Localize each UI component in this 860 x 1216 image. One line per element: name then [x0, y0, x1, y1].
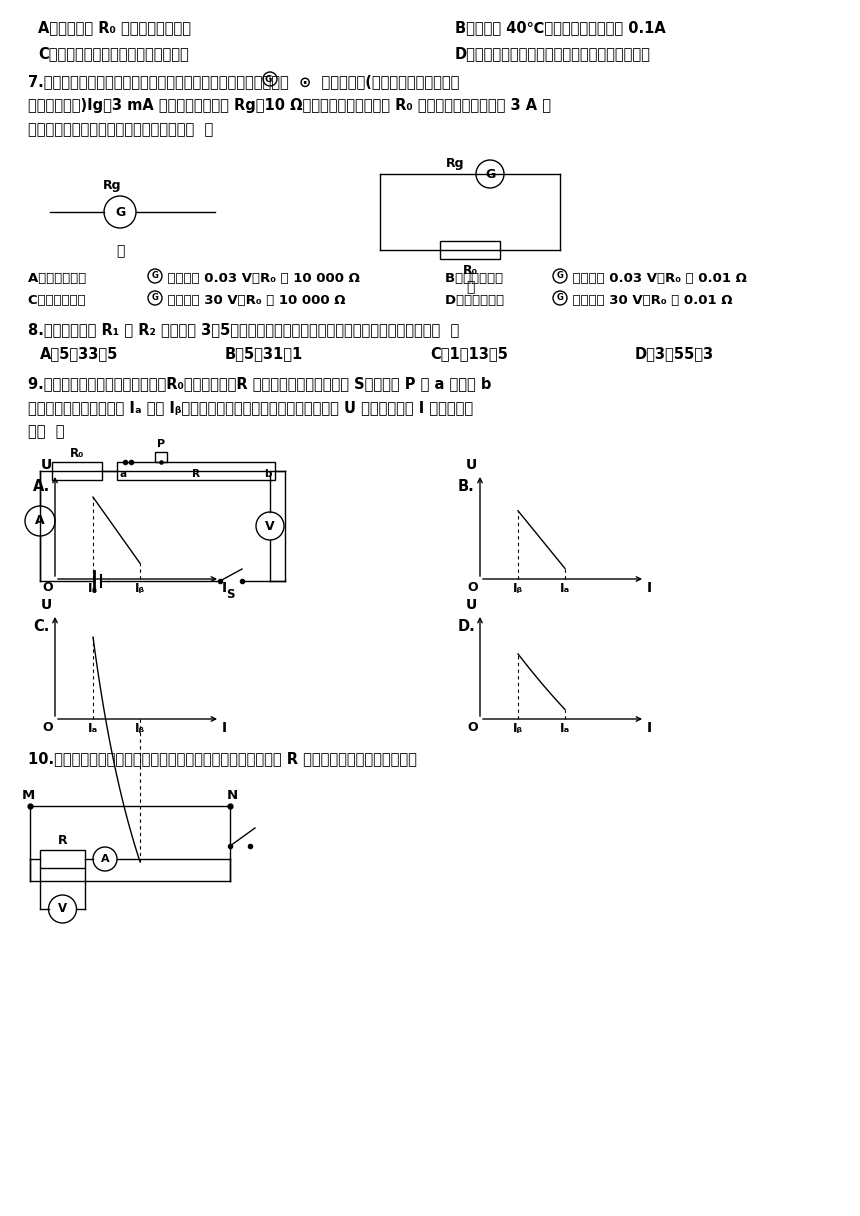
Text: Iₐ: Iₐ	[88, 582, 98, 595]
Text: 电流表，如图乙所示，下列判断正确的是（  ）: 电流表，如图乙所示，下列判断正确的是（ ）	[28, 122, 213, 137]
Text: a: a	[120, 469, 127, 479]
Bar	[117, 462, 275, 480]
Text: A: A	[35, 514, 45, 528]
Text: C．温度升高时，电压表的示数会变小: C．温度升高时，电压表的示数会变小	[38, 46, 188, 61]
Text: I: I	[222, 581, 227, 595]
Text: P: P	[157, 439, 165, 449]
Text: S: S	[225, 589, 234, 601]
Text: G: G	[115, 206, 125, 219]
Text: V: V	[265, 519, 275, 533]
Text: A: A	[101, 854, 109, 865]
Text: b: b	[265, 469, 272, 479]
Text: C．达到满偏时: C．达到满偏时	[28, 294, 90, 306]
Text: B．5：31：1: B．5：31：1	[225, 347, 304, 361]
Bar	[52, 462, 102, 480]
Text: A．图甲中的 R₀ 有保护电路的作用: A．图甲中的 R₀ 有保护电路的作用	[38, 19, 191, 35]
Text: O: O	[42, 581, 53, 593]
Text: 乙: 乙	[466, 280, 474, 294]
Text: Iᵦ: Iᵦ	[513, 722, 523, 734]
Text: O: O	[42, 721, 53, 734]
Text: D．3：55：3: D．3：55：3	[635, 347, 714, 361]
Text: 两端电压 30 V，R₀ 约 0.01 Ω: 两端电压 30 V，R₀ 约 0.01 Ω	[568, 294, 733, 306]
Text: 9.如图所示电路，电源电压不变。R₀为定值电阻，R 为滑动变阻器。闭合开关 S，当滑片 P 从 a 点滑到 b: 9.如图所示电路，电源电压不变。R₀为定值电阻，R 为滑动变阻器。闭合开关 S，…	[28, 376, 491, 392]
Text: G: G	[151, 293, 158, 303]
Text: 甲: 甲	[116, 244, 124, 258]
Text: Rg: Rg	[445, 157, 464, 170]
Text: O: O	[467, 581, 478, 593]
Text: C．1：13：5: C．1：13：5	[430, 347, 508, 361]
Text: 过的最大电流)Ig＝3 mA 的电流表，其电阻 Rg＝10 Ω，现借助一个定值电阻 R₀ 把它改装为一个量程为 3 A 的: 过的最大电流)Ig＝3 mA 的电流表，其电阻 Rg＝10 Ω，现借助一个定值电…	[28, 98, 551, 113]
Text: Iᵦ: Iᵦ	[135, 722, 145, 734]
Text: A．5：33：5: A．5：33：5	[40, 347, 119, 361]
Text: G: G	[151, 271, 158, 281]
Text: Iᵦ: Iᵦ	[135, 582, 145, 595]
Text: G: G	[556, 271, 563, 281]
Text: I: I	[647, 581, 652, 595]
Text: 是（  ）: 是（ ）	[28, 424, 64, 439]
Text: U: U	[466, 598, 477, 612]
Text: 8.两个定值电阻 R₁ 与 R₂ 的比值为 3：5，把它们并联接入电路，通过它们的电流与电压之比（  ）: 8.两个定值电阻 R₁ 与 R₂ 的比值为 3：5，把它们并联接入电路，通过它们…	[28, 322, 459, 337]
Text: M: M	[22, 789, 34, 803]
Text: G: G	[264, 74, 272, 84]
Text: G: G	[485, 168, 495, 180]
Bar	[40, 850, 85, 868]
Text: A．达到满偏时: A．达到满偏时	[28, 272, 91, 285]
Text: R₀: R₀	[70, 447, 84, 460]
Text: B.: B.	[458, 479, 475, 494]
Text: O: O	[467, 721, 478, 734]
Text: Iₐ: Iₐ	[560, 582, 570, 595]
Text: I: I	[647, 721, 652, 734]
Text: C.: C.	[33, 619, 49, 634]
Text: A.: A.	[33, 479, 50, 494]
Text: R: R	[192, 469, 200, 479]
Text: N: N	[226, 789, 237, 803]
Text: Rg: Rg	[102, 179, 121, 192]
Text: U: U	[40, 458, 52, 472]
Text: 两端电压 30 V，R₀ 约 10 000 Ω: 两端电压 30 V，R₀ 约 10 000 Ω	[163, 294, 346, 306]
Text: V: V	[58, 902, 67, 916]
Text: Iₐ: Iₐ	[560, 722, 570, 734]
Text: Iₐ: Iₐ	[88, 722, 98, 734]
Text: R: R	[58, 834, 67, 848]
Text: 两端电压 0.03 V，R₀ 约 0.01 Ω: 两端电压 0.03 V，R₀ 约 0.01 Ω	[568, 272, 746, 285]
Text: D．达到满偏时: D．达到满偏时	[445, 294, 509, 306]
Text: I: I	[222, 721, 227, 734]
Bar	[440, 241, 500, 259]
Text: D.: D.	[458, 619, 476, 634]
Text: B．达到满偏时: B．达到满偏时	[445, 272, 507, 285]
Text: U: U	[466, 458, 477, 472]
Text: G: G	[556, 293, 563, 303]
Bar	[156, 452, 167, 462]
Text: 7.实验室所使用的电流表是由小量程的电流表改装而成。在图甲中  ⊙  是满偏电流(即小量程电流表允许通: 7.实验室所使用的电流表是由小量程的电流表改装而成。在图甲中 ⊙ 是满偏电流(即…	[28, 74, 459, 89]
Text: R₀: R₀	[463, 264, 477, 277]
Text: D．温度降低时，电压表与电流表示数的比值变小: D．温度降低时，电压表与电流表示数的比值变小	[455, 46, 651, 61]
Text: 两端电压 0.03 V，R₀ 约 10 000 Ω: 两端电压 0.03 V，R₀ 约 10 000 Ω	[163, 272, 359, 285]
Text: 点过程中，电流表示数从 Iₐ 变为 Iᵦ。下列各图能表示这一过程中电压表示数 U 与电流表示数 I 之间关系的: 点过程中，电流表示数从 Iₐ 变为 Iᵦ。下列各图能表示这一过程中电压表示数 U…	[28, 400, 473, 415]
Text: B．温度为 40℃时，电流表的示数为 0.1A: B．温度为 40℃时，电流表的示数为 0.1A	[455, 19, 666, 35]
Text: 10.用如图所示电路研究电流跟电压的关系。为了改变定值电阻 R 两端电压，设计了三种方案：: 10.用如图所示电路研究电流跟电压的关系。为了改变定值电阻 R 两端电压，设计了…	[28, 751, 417, 766]
Text: Iᵦ: Iᵦ	[513, 582, 523, 595]
Text: U: U	[40, 598, 52, 612]
